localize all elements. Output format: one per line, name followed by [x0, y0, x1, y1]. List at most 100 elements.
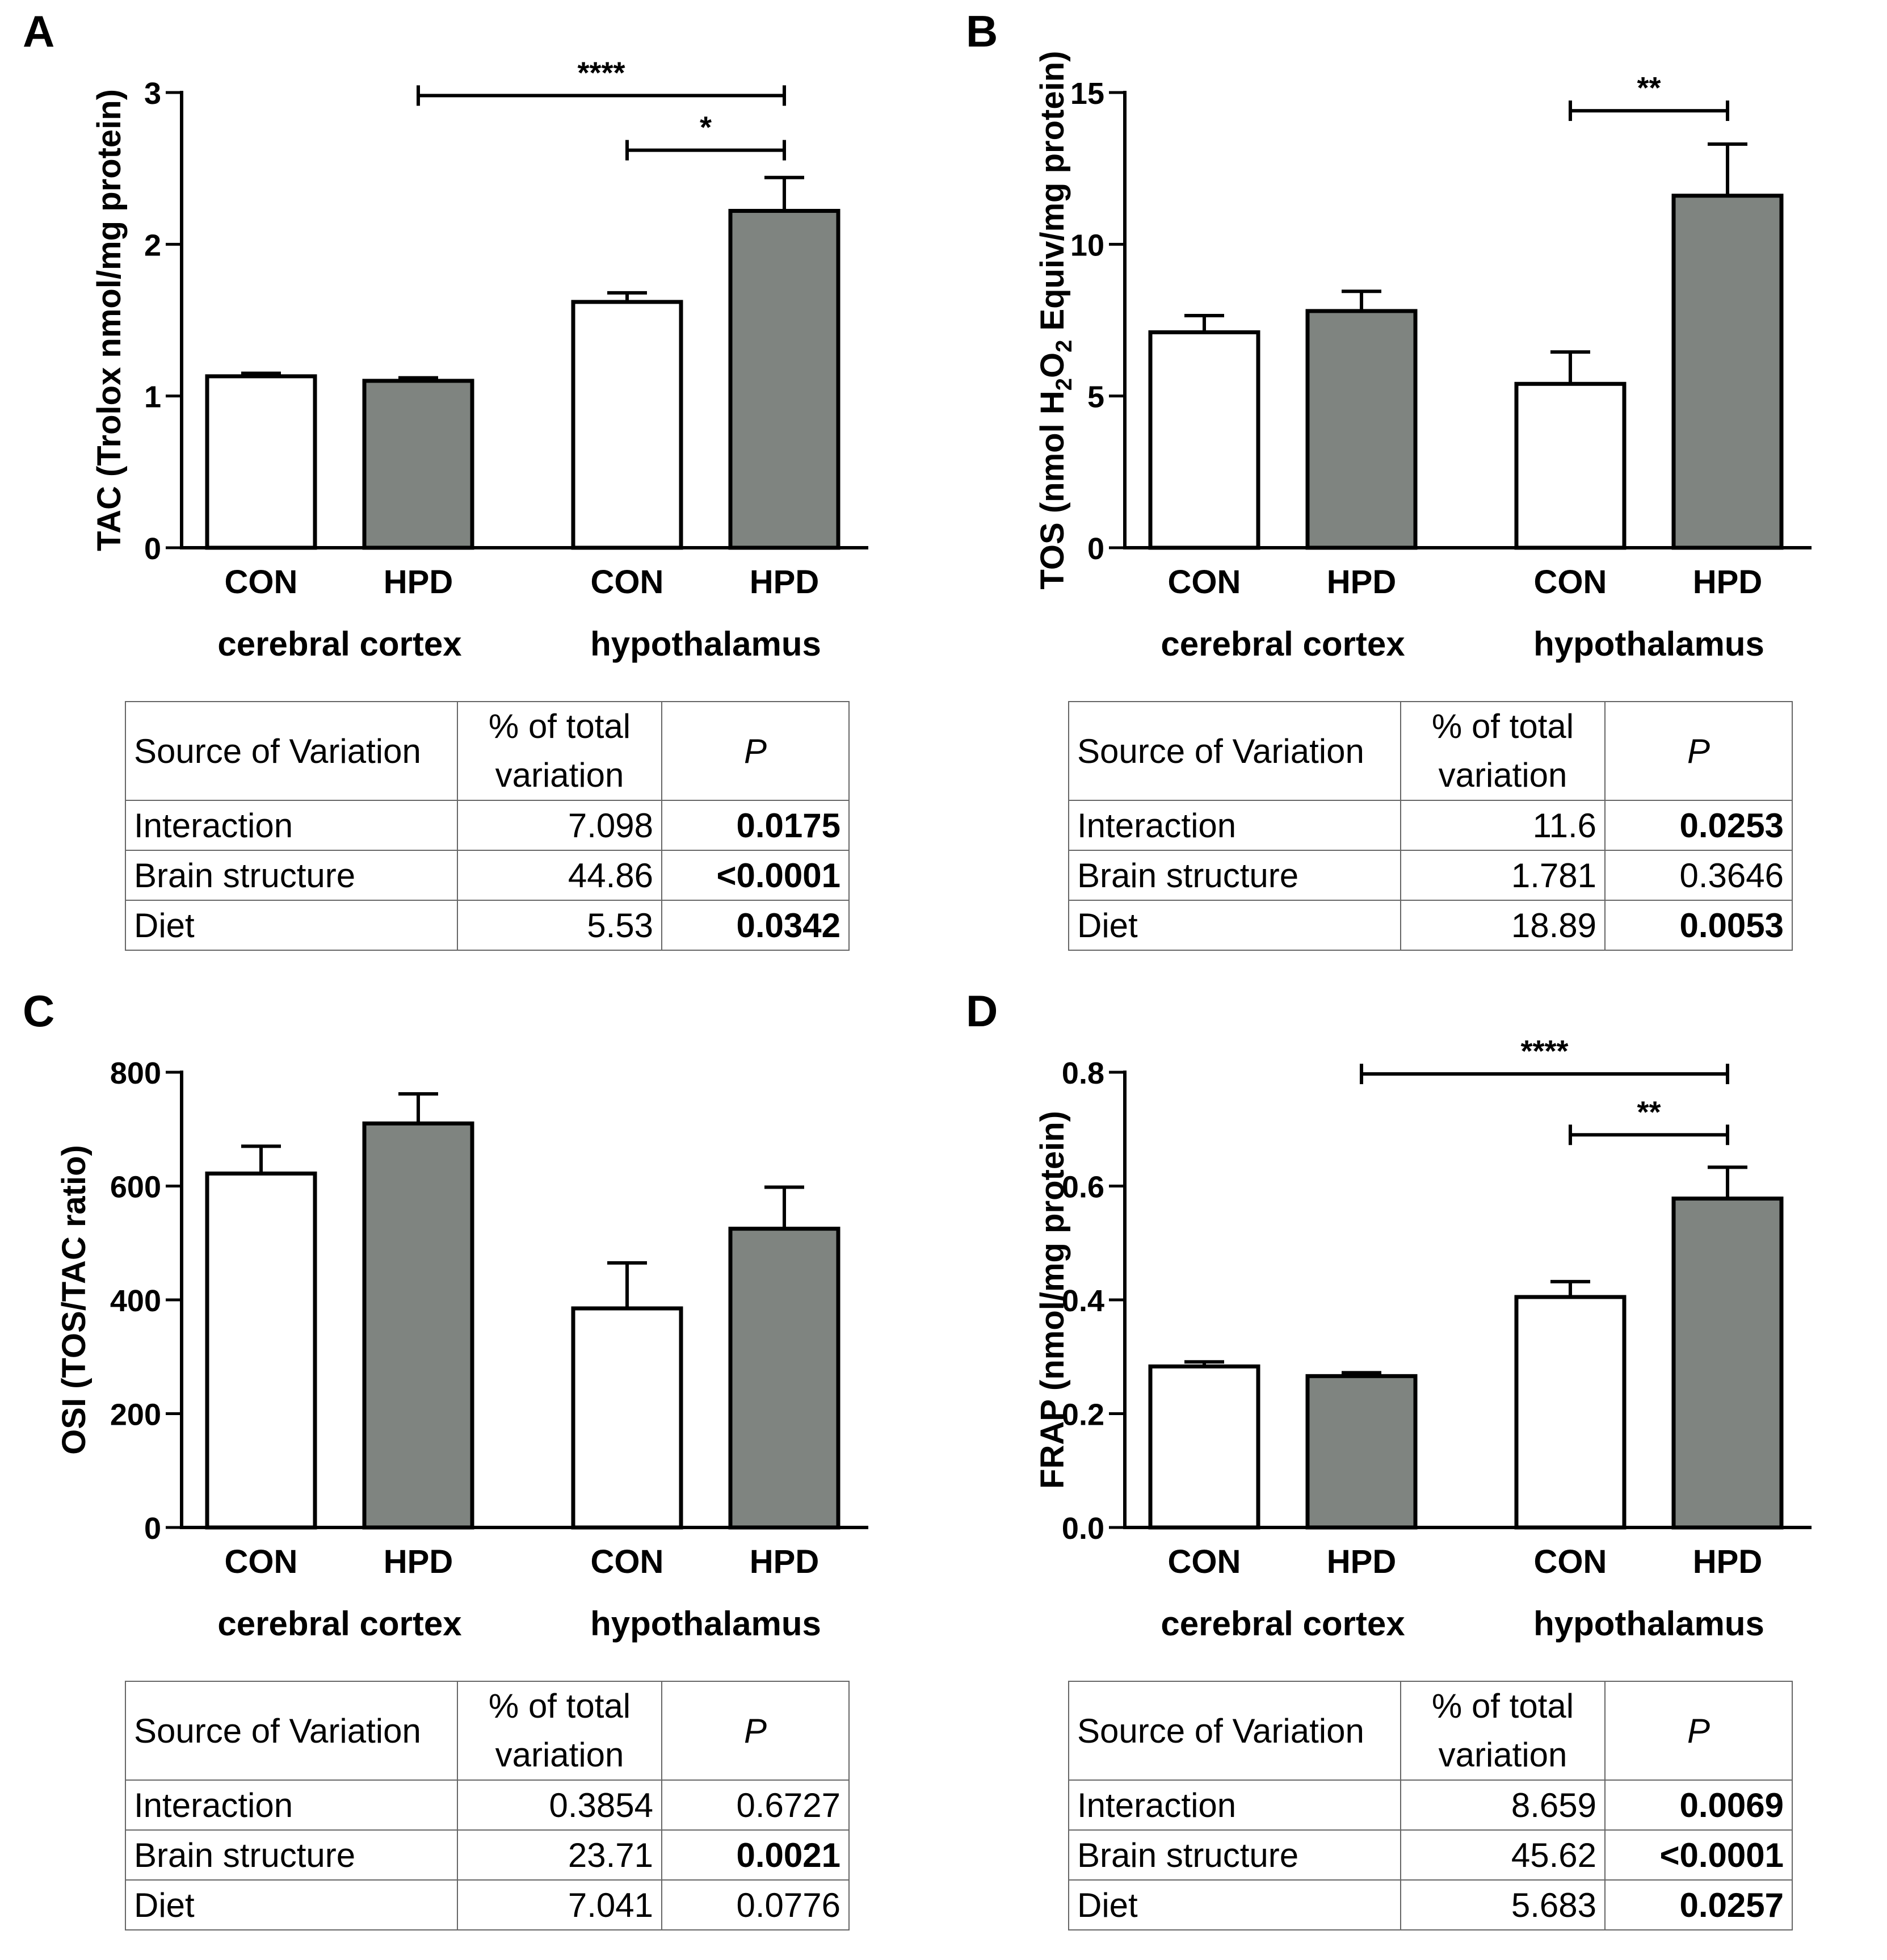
bar-chart: 0.0 0.2 0.4 0.6 0.8 FRAP (nmol/mg protein) CON… — [1034, 1034, 1812, 1643]
row-pct: 18.89 — [1400, 900, 1606, 951]
header-p: P — [1604, 701, 1793, 801]
anova-table: Source of Variation % of total variation … — [1068, 701, 1793, 951]
row-source: Brain structure — [125, 850, 458, 901]
bar — [362, 379, 474, 550]
y-tick-label: 0.0 — [1062, 1512, 1104, 1546]
row-pct: 23.71 — [457, 1829, 662, 1881]
group-label: cerebral cortex — [217, 625, 461, 663]
bar-chart: 0 200 400 600 800 OSI (TOS/TAC ratio) CON HPD CO… — [56, 1056, 868, 1643]
row-source: Brain structure — [125, 1829, 458, 1881]
bar — [728, 1227, 840, 1530]
row-p: 0.0342 — [661, 900, 850, 951]
bar — [362, 1121, 474, 1530]
header-source: Source of Variation — [125, 701, 458, 801]
x-tick-label: HPD — [384, 1543, 453, 1580]
y-axis-label: FRAP (nmol/mg protein) — [1034, 1111, 1071, 1489]
bar — [205, 1171, 317, 1530]
y-tick-label: 0.4 — [1062, 1284, 1104, 1318]
bar — [571, 1306, 683, 1530]
y-tick-label: 0.8 — [1062, 1056, 1104, 1090]
header-source: Source of Variation — [1068, 1681, 1401, 1781]
group-label: cerebral cortex — [1161, 1605, 1405, 1643]
y-axis-label-subscript: 2 — [1052, 340, 1077, 352]
significance-label: ** — [1637, 71, 1661, 105]
panel-letter: A — [23, 6, 55, 56]
x-tick-label: HPD — [1327, 1543, 1396, 1580]
row-p: 0.0021 — [661, 1829, 850, 1881]
row-pct: 7.041 — [457, 1879, 662, 1930]
row-p: 0.0776 — [661, 1879, 850, 1930]
x-tick-label: HPD — [1693, 1543, 1762, 1580]
y-axis-label: OSI (TOS/TAC ratio) — [56, 1145, 93, 1455]
x-tick-label: HPD — [750, 564, 819, 601]
bar — [1514, 381, 1627, 550]
y-tick-label: 0 — [144, 532, 161, 566]
group-label: hypothalamus — [590, 1605, 821, 1643]
significance-label: ** — [1637, 1095, 1661, 1129]
row-source: Brain structure — [1068, 850, 1401, 901]
table-row: Interaction 8.659 0.0069 — [1068, 1779, 1793, 1831]
table-row: Brain structure 1.781 0.3646 — [1068, 850, 1793, 901]
y-tick-label: 10 — [1070, 228, 1104, 262]
table-row: Diet 7.041 0.0776 — [125, 1879, 850, 1930]
group-label: hypothalamus — [1533, 625, 1764, 663]
header-pct-line1: % of total — [488, 1687, 631, 1725]
row-pct: 5.683 — [1400, 1879, 1606, 1930]
row-p: 0.0053 — [1604, 900, 1793, 951]
row-p: <0.0001 — [1604, 1829, 1793, 1881]
panel-letter: B — [966, 6, 998, 56]
y-tick-label: 0 — [144, 1512, 161, 1546]
group-label: cerebral cortex — [217, 1605, 461, 1643]
y-axis-label: TOS (nmol H2O2 Equiv/mg protein) — [1034, 51, 1077, 590]
y-tick-label: 0.6 — [1062, 1170, 1104, 1204]
table-row: Diet 18.89 0.0053 — [1068, 900, 1793, 951]
row-p: 0.0257 — [1604, 1879, 1793, 1930]
header-source: Source of Variation — [125, 1681, 458, 1781]
anova-table: Source of Variation % of total variation … — [125, 1681, 850, 1930]
bar — [571, 300, 683, 550]
panel-letter: D — [966, 986, 998, 1036]
panel-c: C 0 200 400 600 800 OSI (TOS/TAC ratio) CON HPD… — [0, 980, 943, 1959]
header-p: P — [661, 701, 850, 801]
significance-label: * — [700, 111, 712, 145]
y-tick-label: 400 — [110, 1284, 161, 1318]
row-source: Interaction — [125, 800, 458, 851]
y-tick-label: 600 — [110, 1170, 161, 1204]
row-source: Diet — [1068, 1879, 1401, 1930]
anova-table: Source of Variation % of total variation … — [1068, 1681, 1793, 1930]
x-tick-label: CON — [225, 1543, 298, 1580]
bar — [1305, 1374, 1418, 1530]
row-pct: 7.098 — [457, 800, 662, 851]
row-pct: 11.6 — [1400, 800, 1606, 851]
bar — [1148, 1364, 1260, 1530]
y-axis-label: TAC (Trolox nmol/mg protein) — [91, 89, 128, 551]
header-pct-line1: % of total — [488, 707, 631, 745]
x-tick-label: HPD — [750, 1543, 819, 1580]
bar — [205, 374, 317, 550]
group-label: cerebral cortex — [1161, 625, 1405, 663]
x-tick-label: CON — [591, 1543, 664, 1580]
header-pct-line2: variation — [1438, 1736, 1567, 1774]
y-axis-label-part: O — [1034, 352, 1071, 378]
row-p: 0.0175 — [661, 800, 850, 851]
x-tick-label: HPD — [1327, 564, 1396, 601]
x-tick-label: CON — [1168, 564, 1241, 601]
header-pct-line1: % of total — [1431, 1687, 1574, 1725]
x-tick-label: CON — [1534, 1543, 1607, 1580]
row-pct: 5.53 — [457, 900, 662, 951]
panel-a: A 0 1 2 3 TAC (Trolox nmol/mg protein) CON HPD… — [0, 0, 943, 980]
row-pct: 44.86 — [457, 850, 662, 901]
row-source: Interaction — [1068, 800, 1401, 851]
significance-label: **** — [1520, 1034, 1568, 1068]
group-label: hypothalamus — [1533, 1605, 1764, 1643]
header-p: P — [1604, 1681, 1793, 1781]
y-tick-label: 2 — [144, 228, 161, 262]
header-source: Source of Variation — [1068, 701, 1401, 801]
x-tick-label: CON — [591, 564, 664, 601]
header-pct: % of total variation — [457, 701, 662, 801]
header-pct-line1: % of total — [1431, 707, 1574, 745]
header-pct-line2: variation — [495, 1736, 624, 1774]
row-pct: 8.659 — [1400, 1779, 1606, 1831]
